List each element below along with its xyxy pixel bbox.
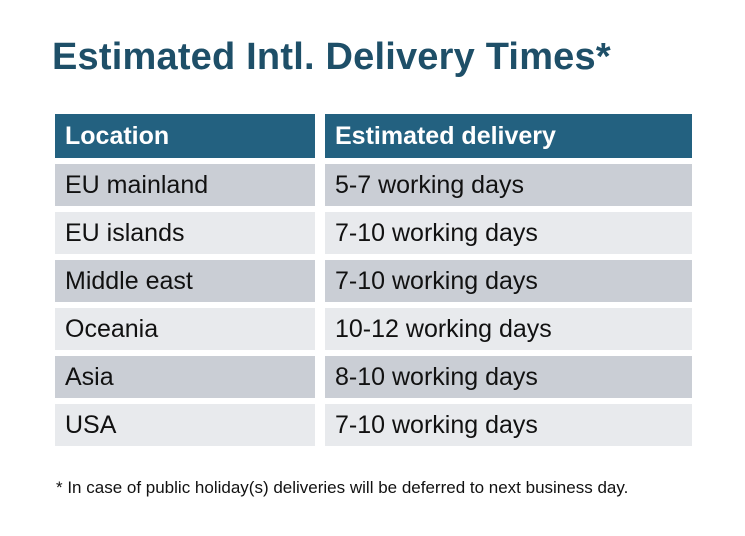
table-cell-delivery: 8-10 working days — [325, 356, 692, 398]
page-title: Estimated Intl. Delivery Times* — [52, 36, 611, 78]
table-cell-location: Oceania — [55, 308, 315, 350]
table-cell-delivery: 7-10 working days — [325, 404, 692, 446]
footnote: * In case of public holiday(s) deliverie… — [56, 478, 629, 497]
table-cell-location: Asia — [55, 356, 315, 398]
table-cell-location: EU mainland — [55, 164, 315, 206]
table-cell-delivery: 5-7 working days — [325, 164, 692, 206]
table-cell-delivery: 10-12 working days — [325, 308, 692, 350]
column-header-estimated-delivery: Estimated delivery — [325, 114, 692, 158]
table-cell-delivery: 7-10 working days — [325, 260, 692, 302]
table-cell-location: EU islands — [55, 212, 315, 254]
column-header-location: Location — [55, 114, 315, 158]
delivery-times-table: Location Estimated delivery EU mainland … — [55, 114, 692, 446]
table-cell-location: USA — [55, 404, 315, 446]
table-cell-location: Middle east — [55, 260, 315, 302]
table-cell-delivery: 7-10 working days — [325, 212, 692, 254]
